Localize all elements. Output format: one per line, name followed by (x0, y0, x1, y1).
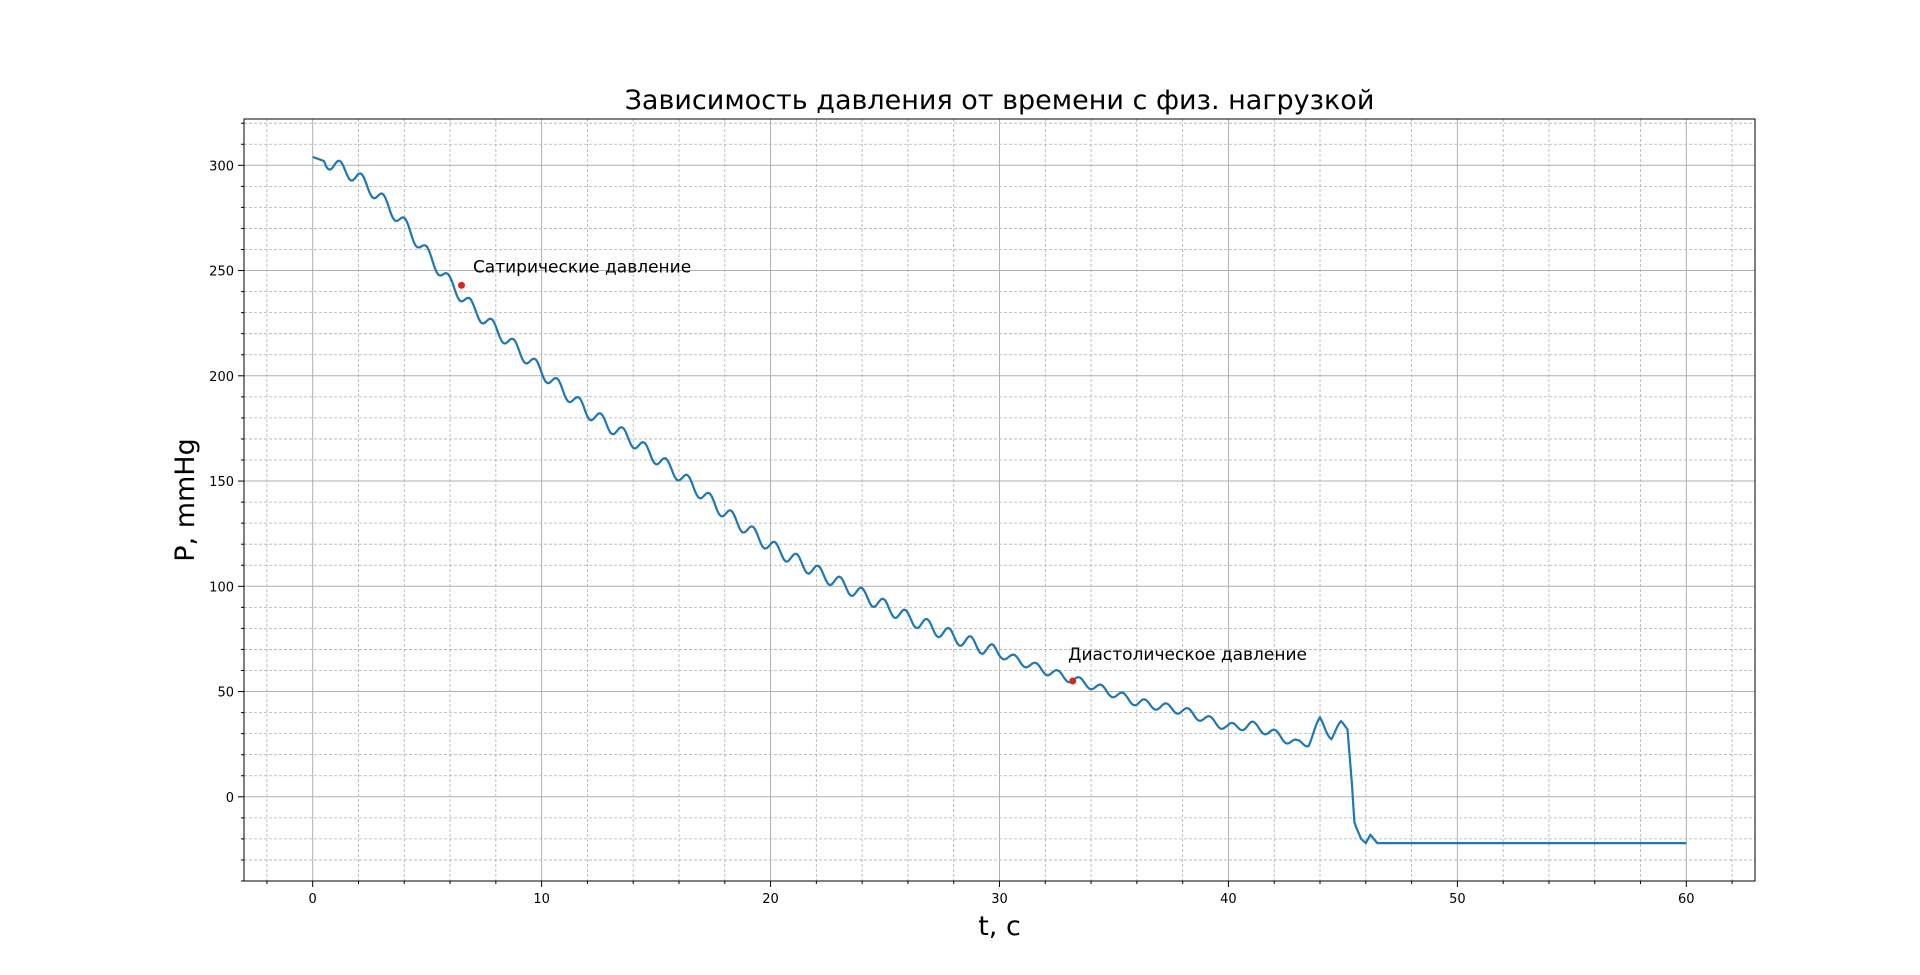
x-tick-label: 20 (762, 892, 779, 907)
axis-ticks (238, 122, 1733, 887)
x-tick-label: 60 (1678, 892, 1695, 907)
y-tick-label: 200 (209, 370, 234, 385)
chart-title: Зависимость давления от времени с физ. н… (625, 85, 1375, 116)
x-axis-label: t, с (978, 911, 1021, 942)
annotation-diastolic: Диастолическое давление (1068, 645, 1307, 665)
annotation-point (1069, 677, 1077, 685)
y-tick-label: 300 (209, 159, 234, 174)
x-tick-label: 0 (309, 892, 317, 907)
x-tick-label: 30 (991, 892, 1008, 907)
y-tick-label: 250 (209, 265, 234, 280)
y-tick-label: 100 (209, 580, 234, 595)
y-axis-label: P, mmHg (170, 438, 201, 562)
y-tick-label: 150 (209, 475, 234, 490)
series-line (312, 155, 1687, 845)
y-tick-label: 0 (226, 791, 234, 806)
y-tick-label: 50 (217, 686, 234, 701)
marker-layer (457, 281, 1077, 685)
series-layer (312, 155, 1687, 845)
annotation-point (457, 281, 465, 289)
annotation-systolic: Сатирические давление (473, 258, 691, 278)
major-grid (244, 119, 1755, 881)
x-tick-label: 10 (533, 892, 550, 907)
tick-labels: 0 10 20 30 40 50 60 0 50 100 150 200 250 300 (209, 159, 1694, 907)
x-tick-label: 50 (1449, 892, 1466, 907)
x-tick-label: 40 (1220, 892, 1237, 907)
